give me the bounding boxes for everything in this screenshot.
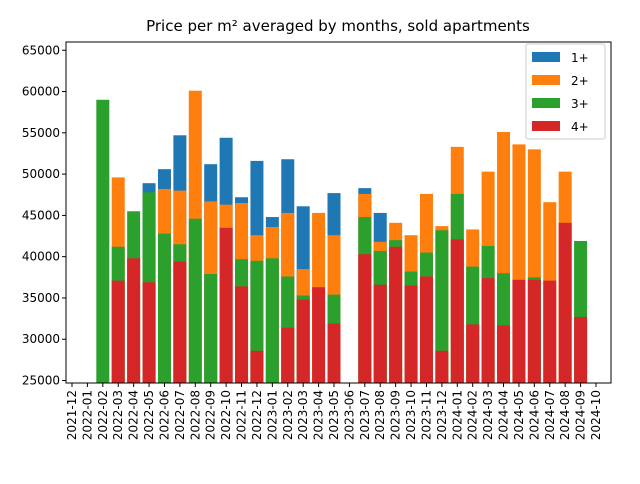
bar [574, 316, 588, 383]
legend-swatch [532, 121, 560, 131]
bar [96, 99, 110, 384]
y-tick-label: 40000 [22, 250, 60, 264]
bar [296, 299, 310, 383]
legend-swatch [532, 52, 560, 62]
bar [111, 280, 125, 383]
y-tick-label: 45000 [22, 208, 60, 222]
x-tick-label: 2024-04 [497, 390, 511, 440]
chart-title: Price per m² averaged by months, sold ap… [146, 17, 530, 35]
bar [404, 285, 418, 383]
x-tick-label: 2024-09 [574, 390, 588, 440]
y-tick-label: 25000 [22, 374, 60, 388]
x-tick-label: 2021-12 [65, 390, 79, 440]
x-tick-label: 2024-01 [450, 390, 464, 440]
bar [419, 276, 433, 383]
bar [373, 284, 387, 383]
bar [512, 279, 526, 383]
x-tick-label: 2024-08 [558, 390, 572, 440]
x-tick-label: 2023-12 [435, 390, 449, 440]
legend-swatch [532, 98, 560, 108]
plot-frame [65, 41, 612, 384]
y-tick-label: 35000 [22, 291, 60, 305]
bar [389, 246, 403, 383]
x-tick-label: 2024-05 [512, 390, 526, 440]
x-tick-label: 2022-10 [219, 390, 233, 440]
y-tick-label: 65000 [22, 43, 60, 57]
legend-label: 1+ [571, 51, 589, 65]
x-tick-label: 2022-07 [173, 390, 187, 440]
x-tick-label: 2024-02 [466, 390, 480, 440]
bar [250, 350, 264, 383]
x-tick-label: 2024-07 [543, 390, 557, 440]
x-tick-label: 2024-03 [481, 390, 495, 440]
x-tick-label: 2023-07 [358, 390, 372, 440]
x-tick-label: 2022-09 [204, 390, 218, 440]
y-tick-label: 55000 [22, 126, 60, 140]
x-tick-label: 2023-02 [281, 390, 295, 440]
bar [558, 222, 572, 383]
legend-label: 2+ [571, 74, 589, 88]
legend-label: 4+ [571, 120, 589, 134]
legend-swatch [532, 75, 560, 85]
legend-label: 3+ [571, 97, 589, 111]
legend: 1+ 2+ 3+ 4+ [525, 43, 606, 140]
x-tick-label: 2022-04 [127, 390, 141, 440]
x-tick-label: 2023-05 [327, 390, 341, 440]
x-tick-label: 2022-06 [157, 390, 171, 440]
bar [466, 324, 480, 383]
bar [219, 227, 233, 383]
bar [435, 230, 449, 383]
x-tick-label: 2023-08 [373, 390, 387, 440]
bar [204, 274, 218, 383]
bar [312, 287, 326, 383]
x-tick-label: 2022-11 [235, 390, 249, 440]
x-tick-label: 2023-04 [312, 390, 326, 440]
x-tick-label: 2022-02 [96, 390, 110, 440]
x-tick-label: 2023-11 [419, 390, 433, 440]
bar [157, 233, 171, 383]
x-tick-label: 2022-01 [80, 390, 94, 440]
bar [281, 327, 295, 383]
x-tick-label: 2022-05 [142, 390, 156, 440]
y-tick-label: 50000 [22, 167, 60, 181]
x-tick-label: 2023-03 [296, 390, 310, 440]
bar [327, 323, 341, 383]
bar [481, 278, 495, 383]
x-tick-label: 2023-01 [265, 390, 279, 440]
bar [142, 282, 156, 383]
x-tick-label: 2024-10 [589, 390, 603, 440]
bar [235, 286, 249, 383]
y-tick-label: 60000 [22, 85, 60, 99]
bar [173, 261, 187, 383]
x-tick-label: 2024-06 [527, 390, 541, 440]
bar [435, 350, 449, 383]
bar [527, 279, 541, 383]
bar [265, 258, 279, 383]
legend-box [525, 43, 606, 140]
bar [358, 254, 372, 383]
bar [188, 218, 202, 383]
x-tick-label: 2022-08 [188, 390, 202, 440]
x-tick-label: 2022-03 [111, 390, 125, 440]
x-tick-label: 2022-12 [250, 390, 264, 440]
bar [497, 325, 511, 383]
x-tick-label: 2023-06 [342, 390, 356, 440]
x-tick-label: 2023-10 [404, 390, 418, 440]
bar [127, 258, 141, 383]
y-tick-label: 30000 [22, 332, 60, 346]
x-tick-label: 2023-09 [389, 390, 403, 440]
bar [450, 239, 464, 383]
bar [543, 280, 557, 383]
